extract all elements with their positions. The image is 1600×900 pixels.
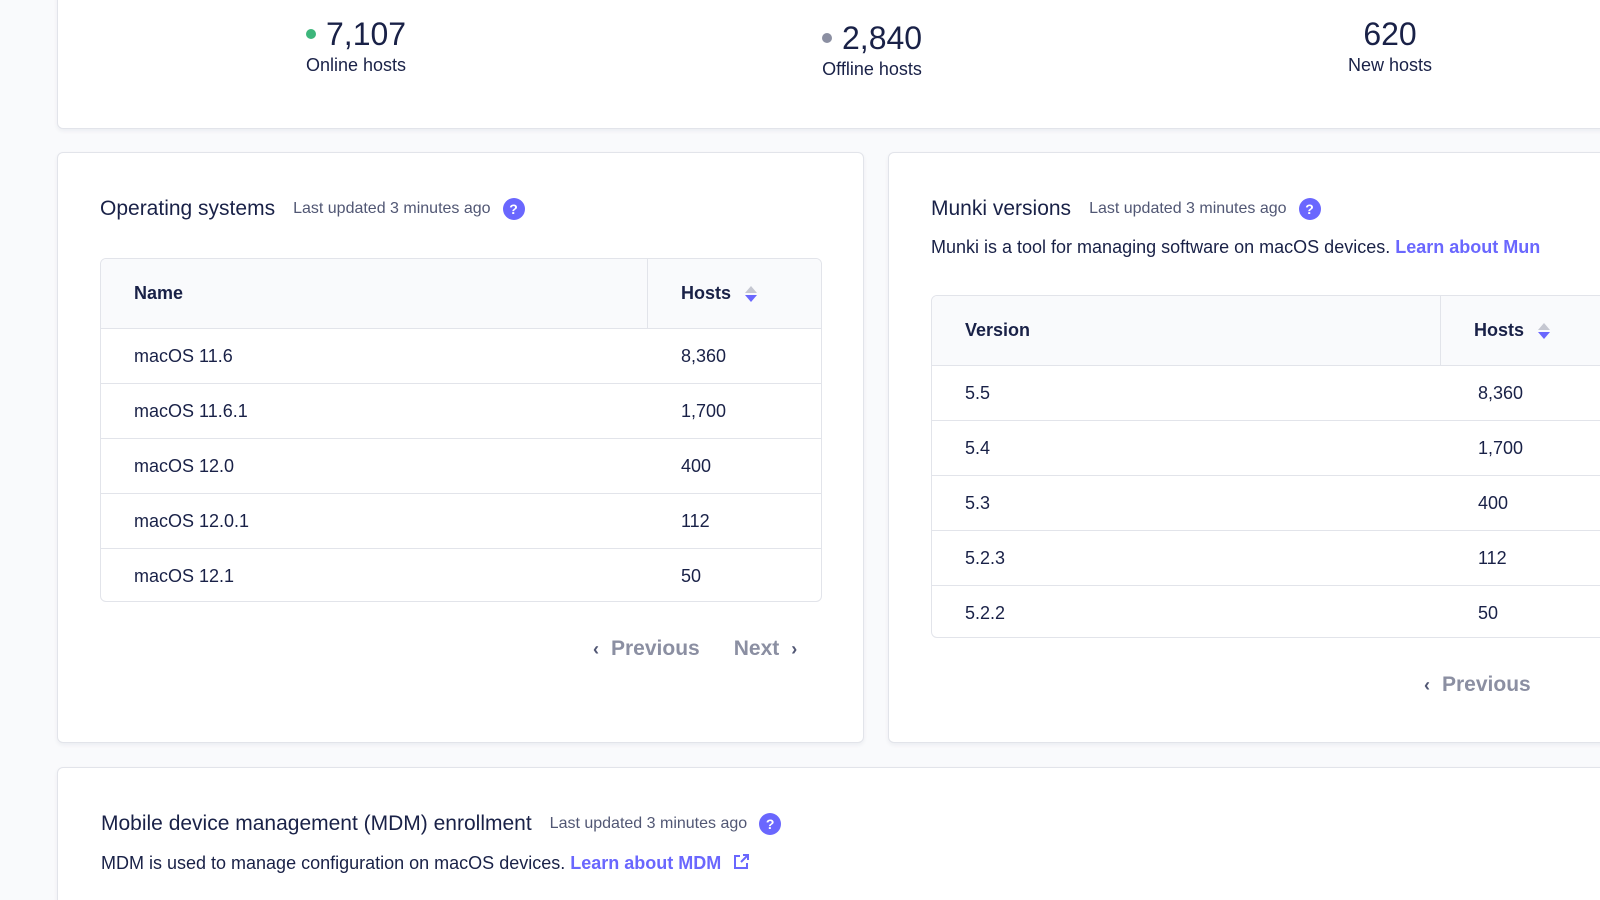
help-icon[interactable]: ?	[502, 198, 525, 220]
os-table: Name Hosts macOS 11.6 8,360 macOS 11.6.1 1,…	[100, 258, 822, 602]
os-card-title: Operating systems	[100, 197, 276, 220]
online-status-dot-icon	[306, 29, 316, 39]
table-row[interactable]: 5.3 400	[932, 476, 1600, 531]
os-name-cell: macOS 12.0	[134, 456, 235, 476]
munki-version-cell: 5.5	[965, 383, 991, 403]
munki-version-cell: 5.2.3	[965, 548, 1006, 568]
table-row[interactable]: macOS 11.6 8,360	[101, 329, 821, 384]
hosts-column-label: Hosts	[1474, 320, 1525, 340]
offline-status-dot-icon	[822, 33, 832, 43]
munki-description: Munki is a tool for managing software on…	[931, 237, 1540, 258]
os-table-header: Name Hosts	[101, 259, 821, 329]
mdm-card-header: Mobile device management (MDM) enrollmen…	[101, 812, 782, 836]
hosts-column-header[interactable]: Hosts	[1474, 320, 1551, 341]
mdm-description-text: MDM is used to manage configuration on m…	[101, 853, 566, 873]
sort-icon[interactable]	[745, 285, 758, 302]
table-row[interactable]: 5.2.3 112	[932, 531, 1600, 586]
os-last-updated: Last updated 3 minutes ago	[293, 200, 491, 217]
os-name-cell: macOS 11.6.1	[134, 401, 248, 421]
hosts-count-cell: 112	[681, 511, 710, 531]
next-label: Next	[733, 637, 780, 660]
table-row[interactable]: macOS 12.1 50	[101, 549, 821, 601]
os-name-cell: macOS 11.6	[134, 346, 233, 366]
table-row[interactable]: macOS 12.0 400	[101, 439, 821, 494]
name-column-header[interactable]: Name	[134, 283, 184, 303]
hosts-count-cell: 1,700	[1478, 438, 1524, 458]
offline-hosts-stat[interactable]: 2,840 Offline hosts	[822, 19, 922, 81]
mdm-description: MDM is used to manage configuration on m…	[101, 853, 750, 874]
online-hosts-count: 7,107	[326, 16, 407, 52]
learn-about-mdm-label: Learn about MDM	[570, 853, 722, 873]
munki-table: Version Hosts 5.5 8,360 5.4 1,700 5.3 400 5.2.…	[931, 295, 1600, 638]
hosts-count-cell: 1,700	[681, 401, 727, 421]
new-hosts-count: 620	[1363, 16, 1417, 52]
hosts-count-cell: 50	[1478, 603, 1499, 623]
next-page-button[interactable]: Next ›	[734, 637, 798, 661]
help-icon[interactable]: ?	[1298, 198, 1321, 220]
os-card-header: Operating systems Last updated 3 minutes…	[100, 197, 525, 221]
hosts-count-cell: 50	[681, 566, 702, 586]
munki-card-header: Munki versions Last updated 3 minutes ag…	[931, 197, 1321, 221]
offline-hosts-count: 2,840	[842, 20, 923, 56]
munki-card-title: Munki versions	[931, 197, 1072, 220]
previous-page-button[interactable]: ‹ Previous	[593, 637, 700, 661]
table-row[interactable]: 5.2.2 50	[932, 586, 1600, 637]
sort-icon[interactable]	[1538, 322, 1551, 339]
table-row[interactable]: macOS 11.6.1 1,700	[101, 384, 821, 439]
previous-page-button[interactable]: ‹ Previous	[1424, 673, 1531, 697]
munki-pagination: ‹ Previous	[1424, 673, 1531, 697]
mdm-last-updated: Last updated 3 minutes ago	[549, 815, 748, 832]
munki-version-cell: 5.4	[965, 438, 991, 458]
munki-version-cell: 5.3	[965, 493, 991, 513]
external-link-icon	[734, 854, 750, 869]
hosts-count-cell: 400	[1478, 493, 1509, 513]
munki-last-updated: Last updated 3 minutes ago	[1089, 200, 1287, 217]
table-row[interactable]: 5.5 8,360	[932, 366, 1600, 421]
hosts-column-header[interactable]: Hosts	[681, 283, 758, 304]
new-hosts-label: New hosts	[1348, 55, 1433, 75]
previous-label: Previous	[611, 637, 700, 660]
version-column-header[interactable]: Version	[965, 320, 1031, 340]
mdm-card-title: Mobile device management (MDM) enrollmen…	[101, 812, 532, 835]
learn-about-mdm-link[interactable]: Learn about MDM	[570, 853, 750, 873]
hosts-count-cell: 112	[1478, 548, 1507, 568]
online-hosts-label: Online hosts	[306, 55, 407, 75]
new-hosts-stat[interactable]: 620 New hosts	[1348, 15, 1432, 77]
chevron-left-icon: ‹	[593, 638, 599, 659]
help-icon[interactable]: ?	[759, 813, 782, 835]
chevron-left-icon: ‹	[1424, 674, 1430, 695]
learn-about-munki-link[interactable]: Learn about Mun	[1395, 237, 1541, 257]
os-name-cell: macOS 12.1	[134, 566, 235, 586]
munki-table-header: Version Hosts	[932, 296, 1600, 366]
online-hosts-stat[interactable]: 7,107 Online hosts	[306, 15, 406, 77]
munki-version-cell: 5.2.2	[965, 603, 1006, 623]
table-row[interactable]: 5.4 1,700	[932, 421, 1600, 476]
mdm-enrollment-card: Mobile device management (MDM) enrollmen…	[57, 767, 1600, 900]
table-row[interactable]: macOS 12.0.1 112	[101, 494, 821, 549]
offline-hosts-label: Offline hosts	[822, 59, 922, 79]
hosts-count-cell: 400	[681, 456, 712, 476]
chevron-right-icon: ›	[791, 638, 798, 659]
previous-label: Previous	[1442, 673, 1531, 696]
os-name-cell: macOS 12.0.1	[134, 511, 250, 531]
hosts-count-cell: 8,360	[681, 346, 727, 366]
munki-versions-card: Munki versions Last updated 3 minutes ag…	[888, 152, 1600, 743]
host-summary-card: 7,107 Online hosts 2,840 Offline hosts 6…	[57, 0, 1600, 129]
os-pagination: ‹ Previous Next ›	[593, 637, 797, 661]
hosts-count-cell: 8,360	[1478, 383, 1524, 403]
operating-systems-card: Operating systems Last updated 3 minutes…	[57, 152, 864, 743]
hosts-column-label: Hosts	[681, 283, 732, 303]
munki-description-text: Munki is a tool for managing software on…	[931, 237, 1391, 257]
